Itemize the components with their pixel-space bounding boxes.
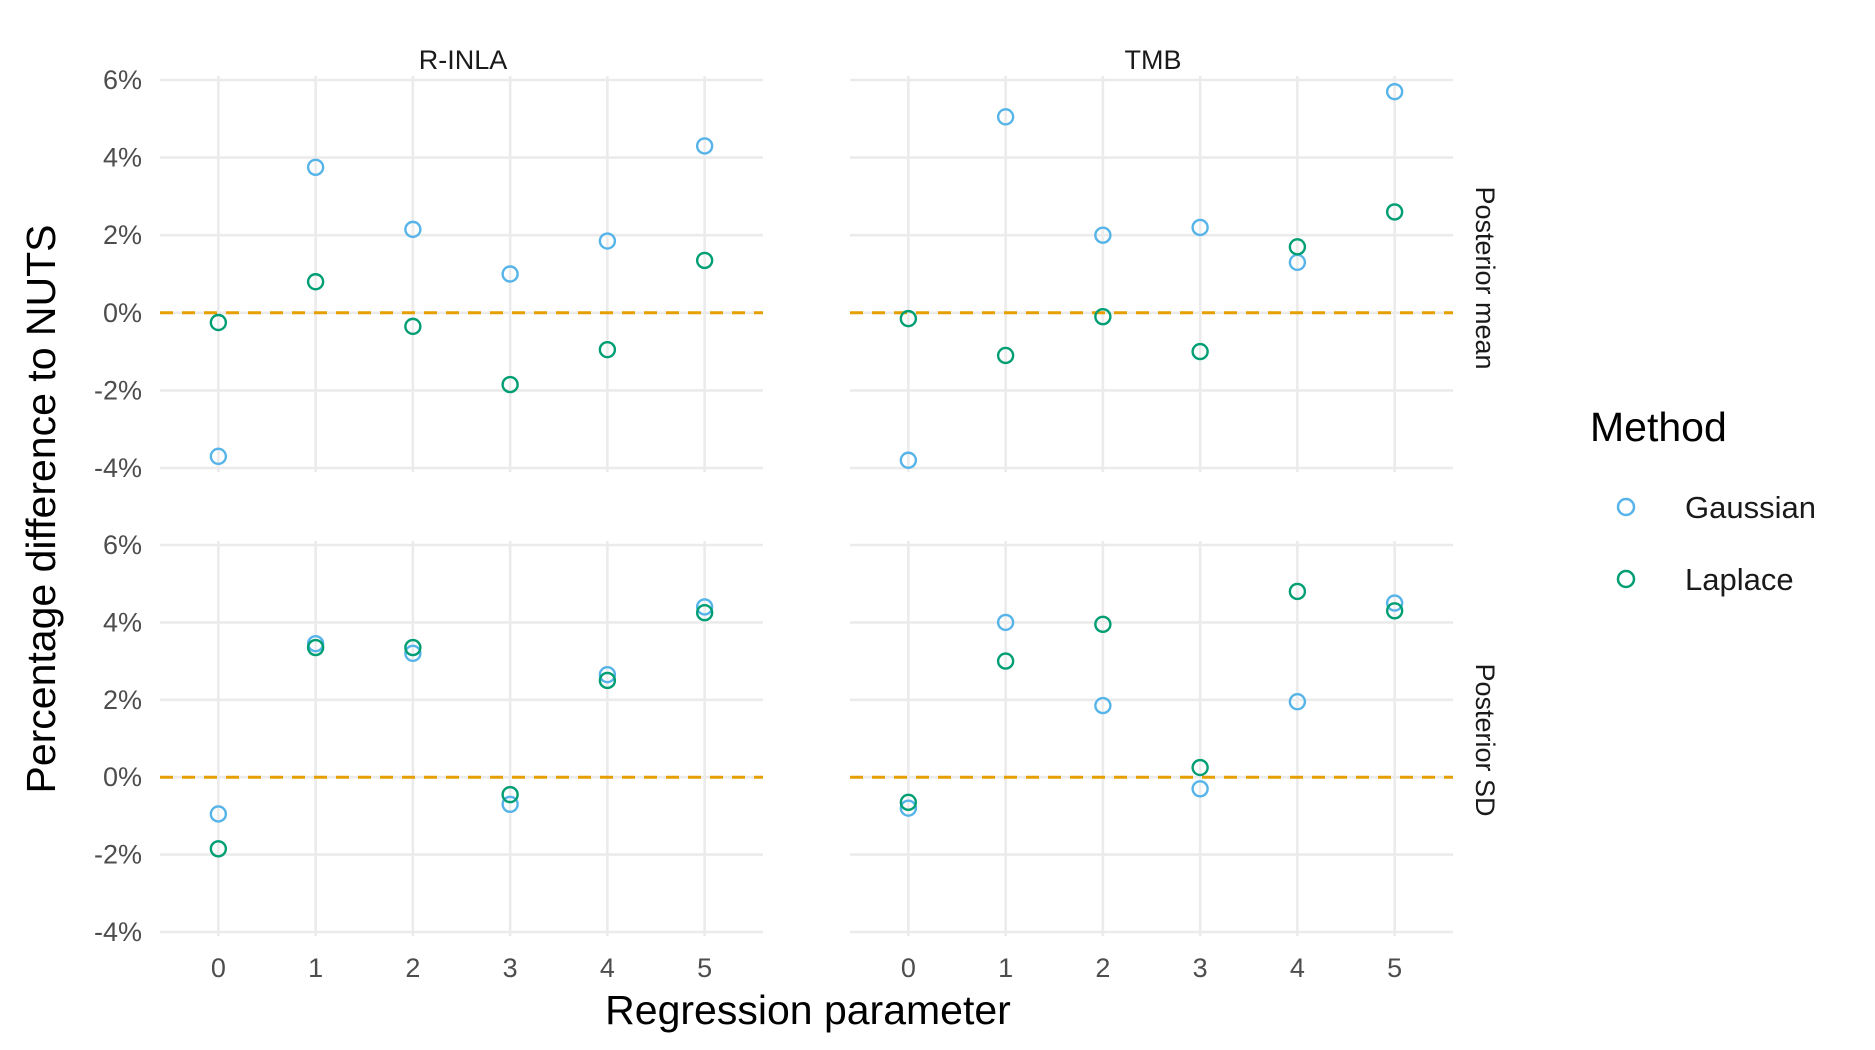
panels-group: -4% -2% 0% 2% 4% 6% -4% -2% 0% 2% 4% 6% 0 1 2 3 4 5 0 1 2 3 4 5 (94, 65, 1453, 983)
point-laplace-tmb-posterior-mean-x5 (1385, 203, 1404, 221)
point-laplace-r-inla-posterior-sd-x0 (209, 840, 228, 858)
point-laplace-tmb-posterior-mean-x1 (996, 346, 1015, 365)
point-gaussian-tmb-posterior-sd-x5 (1385, 594, 1404, 612)
point-gaussian-tmb-posterior-mean-x2 (1094, 226, 1112, 244)
point-laplace-tmb-posterior-mean-x3 (1191, 342, 1209, 361)
facet-column-label-rinla: R-INLA (419, 45, 508, 75)
panel-r-inla-posterior-mean: -4% -2% 0% 2% 4% 6% (94, 65, 763, 483)
point-laplace-r-inla-posterior-mean-x2 (404, 317, 422, 336)
y-tick-label: 6% (103, 530, 142, 560)
y-tick-label: -2% (94, 375, 142, 405)
point-laplace-r-inla-posterior-mean-x5 (695, 251, 714, 270)
point-gaussian-r-inla-posterior-sd-x0 (209, 805, 228, 823)
point-gaussian-tmb-posterior-sd-x0 (899, 799, 918, 817)
point-gaussian-tmb-posterior-mean-x5 (1385, 82, 1404, 101)
point-gaussian-tmb-posterior-sd-x4 (1288, 693, 1307, 711)
x-tick-label: 2 (405, 953, 420, 983)
x-tick-label: 5 (1387, 953, 1402, 983)
point-laplace-r-inla-posterior-mean-x1 (306, 273, 325, 291)
point-laplace-r-inla-posterior-mean-x4 (598, 340, 617, 359)
point-laplace-tmb-posterior-sd-x4 (1288, 582, 1307, 601)
point-laplace-r-inla-posterior-sd-x2 (404, 638, 422, 657)
facet-row-label-posterior-sd: Posterior SD (1470, 663, 1500, 816)
point-gaussian-r-inla-posterior-mean-x3 (501, 265, 519, 283)
point-gaussian-tmb-posterior-sd-x1 (996, 613, 1015, 632)
point-laplace-r-inla-posterior-sd-x1 (306, 638, 325, 657)
point-laplace-tmb-posterior-sd-x2 (1094, 615, 1112, 634)
point-gaussian-tmb-posterior-mean-x1 (996, 108, 1015, 126)
point-gaussian-r-inla-posterior-mean-x4 (598, 232, 617, 250)
legend-label-gaussian: Gaussian (1685, 490, 1816, 525)
point-gaussian-r-inla-posterior-mean-x5 (695, 137, 714, 155)
panel-r-inla-posterior-sd: -4% -2% 0% 2% 4% 6% 0 1 2 3 4 5 (94, 530, 763, 983)
y-axis-title: Percentage difference to NUTS (18, 225, 64, 794)
y-tick-label: -4% (94, 453, 142, 483)
point-laplace-r-inla-posterior-mean-x3 (501, 375, 519, 394)
y-tick-label: -2% (94, 840, 142, 870)
x-tick-label: 2 (1095, 953, 1110, 983)
point-gaussian-tmb-posterior-mean-x0 (899, 451, 918, 469)
point-gaussian-tmb-posterior-sd-x2 (1094, 696, 1112, 715)
legend: Method Gaussian Laplace (1590, 404, 1816, 597)
facet-column-label-tmb: TMB (1125, 45, 1182, 75)
x-tick-label: 3 (1193, 953, 1208, 983)
point-laplace-r-inla-posterior-mean-x0 (209, 313, 228, 332)
x-axis-title: Regression parameter (605, 987, 1011, 1033)
x-tick-label: 5 (697, 953, 712, 983)
y-tick-label: 4% (103, 607, 142, 637)
point-gaussian-r-inla-posterior-mean-x0 (209, 447, 228, 466)
point-laplace-tmb-posterior-mean-x4 (1288, 238, 1307, 256)
point-laplace-r-inla-posterior-sd-x4 (598, 671, 617, 690)
x-tick-label: 3 (503, 953, 518, 983)
y-tick-label: 0% (103, 762, 142, 792)
x-tick-label: 4 (600, 953, 615, 983)
point-laplace-tmb-posterior-mean-x2 (1094, 307, 1112, 326)
point-laplace-r-inla-posterior-sd-x3 (501, 785, 519, 804)
x-tick-label: 1 (998, 953, 1013, 983)
point-gaussian-r-inla-posterior-sd-x5 (695, 598, 714, 616)
point-gaussian-r-inla-posterior-sd-x3 (501, 795, 519, 813)
facet-row-label-posterior-mean: Posterior mean (1470, 186, 1500, 369)
x-tick-label: 4 (1290, 953, 1305, 983)
point-laplace-tmb-posterior-sd-x1 (996, 652, 1015, 670)
point-gaussian-r-inla-posterior-sd-x2 (404, 644, 422, 663)
point-gaussian-tmb-posterior-mean-x3 (1191, 218, 1209, 237)
legend-key-laplace (1616, 569, 1636, 589)
panel-tmb-posterior-sd: 0 1 2 3 4 5 (850, 541, 1453, 983)
y-tick-label: 0% (103, 298, 142, 328)
point-laplace-tmb-posterior-sd-x3 (1191, 758, 1209, 777)
legend-label-laplace: Laplace (1685, 562, 1794, 597)
point-laplace-tmb-posterior-mean-x0 (899, 309, 918, 328)
x-tick-label: 1 (308, 953, 323, 983)
y-tick-label: 2% (103, 685, 142, 715)
x-tick-label: 0 (901, 953, 916, 983)
point-gaussian-r-inla-posterior-mean-x2 (404, 220, 422, 239)
x-tick-label: 0 (211, 953, 226, 983)
point-gaussian-r-inla-posterior-sd-x4 (598, 665, 617, 684)
panel-tmb-posterior-mean (850, 76, 1453, 472)
y-tick-label: 4% (103, 143, 142, 173)
y-tick-label: 2% (103, 220, 142, 250)
legend-key-gaussian (1616, 497, 1636, 517)
y-tick-label: -4% (94, 917, 142, 947)
point-laplace-tmb-posterior-sd-x5 (1385, 602, 1404, 620)
point-gaussian-r-inla-posterior-mean-x1 (306, 158, 325, 177)
legend-title: Method (1590, 404, 1727, 450)
point-laplace-tmb-posterior-sd-x0 (899, 793, 918, 812)
y-tick-label: 6% (103, 65, 142, 95)
point-gaussian-tmb-posterior-sd-x3 (1191, 780, 1209, 798)
point-laplace-r-inla-posterior-sd-x5 (695, 604, 714, 622)
